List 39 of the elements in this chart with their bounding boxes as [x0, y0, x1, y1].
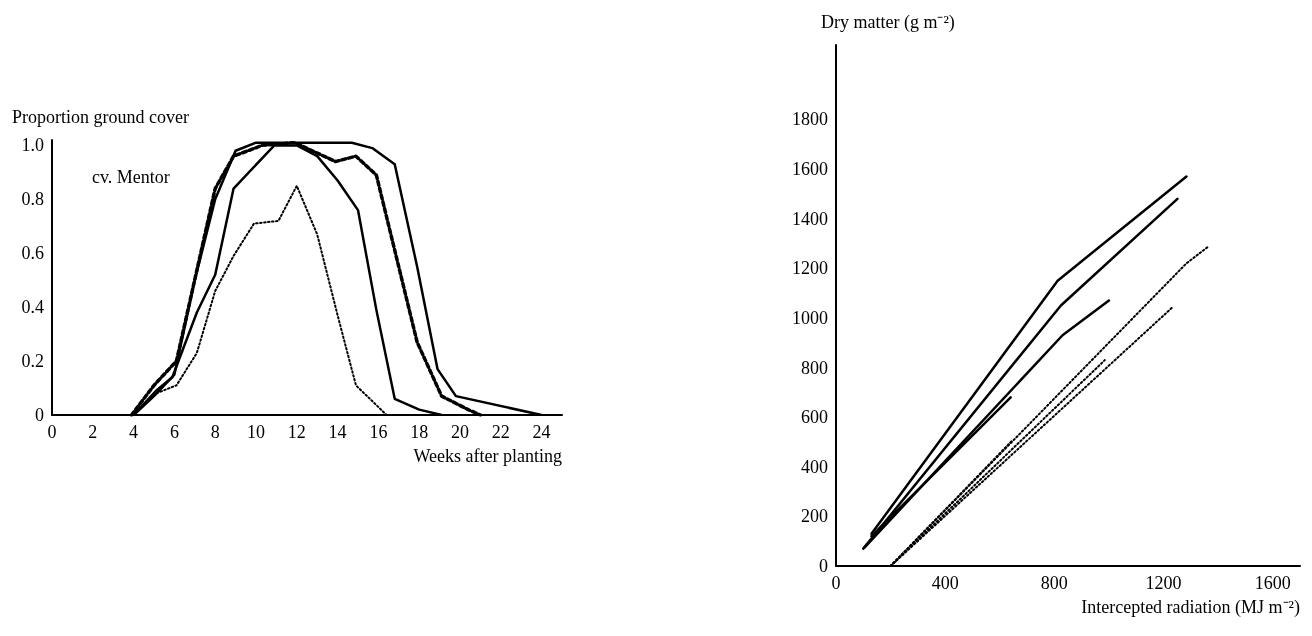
x-tick-label: 12	[287, 422, 306, 442]
x-tick-label: 2	[88, 422, 98, 442]
x-tick-label: 16	[369, 422, 388, 442]
x-tick-label: 24	[532, 422, 551, 442]
x-tick-label: 0	[831, 573, 841, 593]
x-tick-label: 800	[1040, 573, 1068, 593]
y-tick-label: 600	[801, 407, 828, 428]
y-tick-label: 1400	[792, 208, 828, 229]
y-tick-label: 200	[801, 506, 828, 527]
x-tick-label: 1600	[1254, 573, 1291, 593]
x-tick-label: 10	[247, 422, 265, 442]
y-tick-label: 0.2	[21, 351, 44, 372]
y-tick-label: 0.6	[21, 243, 44, 264]
x-tick-label: 22	[491, 422, 510, 442]
x-tick-label: 14	[328, 422, 347, 442]
x-axis-title: Intercepted radiation (MJ m⁻²)	[1081, 597, 1300, 618]
x-axis-title: Weeks after planting	[413, 446, 562, 466]
x-tick-label: 4	[129, 422, 139, 442]
x-tick-label: 8	[210, 422, 220, 442]
y-axis-title: Proportion ground cover	[12, 107, 189, 127]
x-tick-label: 1200	[1145, 573, 1182, 593]
y-tick-label: 1800	[792, 109, 828, 130]
y-tick-label: 400	[801, 456, 828, 477]
x-tick-label: 18	[410, 422, 429, 442]
x-tick-label: 400	[931, 573, 959, 593]
y-tick-label: 1000	[792, 307, 828, 328]
annotation: cv. Mentor	[92, 167, 170, 187]
y-tick-label: 1200	[792, 258, 828, 279]
y-tick-label: 0	[819, 556, 828, 576]
y-tick-label: 800	[801, 357, 828, 378]
y-tick-label: 0.4	[21, 297, 44, 318]
y-tick-label: 0.8	[21, 189, 44, 210]
y-tick-label: 0	[35, 405, 44, 425]
y-axis-title: Dry matter (g m⁻²)	[821, 12, 955, 33]
y-tick-label: 1600	[792, 159, 828, 180]
x-tick-label: 0	[47, 422, 57, 442]
x-tick-label: 6	[169, 422, 179, 442]
x-tick-label: 20	[451, 422, 469, 442]
y-tick-label: 1.0	[21, 135, 44, 156]
